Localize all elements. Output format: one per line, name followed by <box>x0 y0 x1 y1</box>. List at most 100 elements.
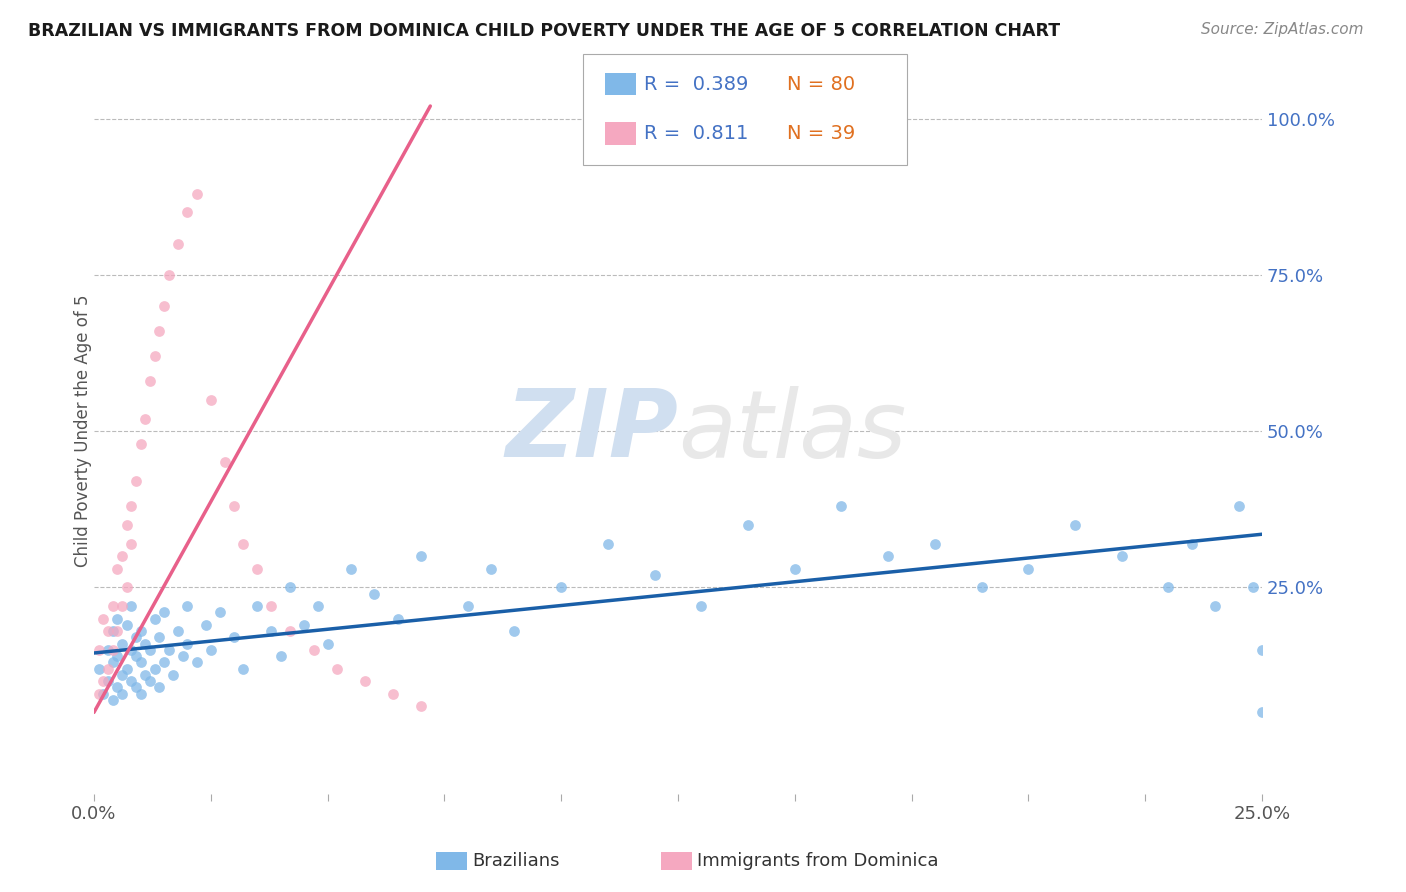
Point <box>139 674 162 689</box>
Point <box>134 668 156 682</box>
Point <box>143 662 166 676</box>
Point <box>105 561 128 575</box>
Point <box>129 656 152 670</box>
Point <box>148 631 170 645</box>
Text: R =  0.811: R = 0.811 <box>644 124 748 143</box>
Point <box>87 687 110 701</box>
Point <box>503 624 526 639</box>
Point <box>120 599 142 614</box>
Point <box>172 649 194 664</box>
Point <box>1227 499 1250 513</box>
Point <box>195 618 218 632</box>
Point <box>157 268 180 282</box>
Point <box>115 517 138 532</box>
Point <box>101 693 124 707</box>
Point <box>924 536 946 550</box>
Point <box>111 637 134 651</box>
Point <box>278 624 301 639</box>
Text: Immigrants from Dominica: Immigrants from Dominica <box>697 852 939 870</box>
Point <box>387 612 409 626</box>
Point <box>232 662 254 676</box>
Point <box>125 649 148 664</box>
Text: ZIP: ZIP <box>505 385 678 477</box>
Point <box>1204 599 1226 614</box>
Point <box>1111 549 1133 563</box>
Point <box>214 455 236 469</box>
Point <box>877 549 900 563</box>
Point <box>111 668 134 682</box>
Text: R =  0.389: R = 0.389 <box>644 75 748 94</box>
Point <box>105 612 128 626</box>
Point <box>302 643 325 657</box>
Point <box>129 436 152 450</box>
Point <box>97 643 120 657</box>
Point <box>783 561 806 575</box>
Point <box>134 637 156 651</box>
Point <box>644 567 666 582</box>
Point <box>354 674 377 689</box>
Point <box>409 699 432 714</box>
Point <box>115 580 138 594</box>
Point <box>143 612 166 626</box>
Point <box>115 662 138 676</box>
Point <box>139 374 162 388</box>
Point <box>162 668 184 682</box>
Point <box>1017 561 1039 575</box>
Point <box>260 599 283 614</box>
Point <box>101 599 124 614</box>
Point <box>176 599 198 614</box>
Point <box>91 612 114 626</box>
Point <box>550 580 572 594</box>
Point <box>139 643 162 657</box>
Point <box>148 681 170 695</box>
Point <box>209 606 232 620</box>
Point <box>200 392 222 407</box>
Point <box>87 662 110 676</box>
Point <box>186 186 208 201</box>
Point <box>326 662 349 676</box>
Point <box>111 687 134 701</box>
Point <box>830 499 852 513</box>
Point <box>120 499 142 513</box>
Point <box>316 637 339 651</box>
Point <box>200 643 222 657</box>
Point <box>157 643 180 657</box>
Point <box>409 549 432 563</box>
Point <box>153 299 176 313</box>
Point <box>148 324 170 338</box>
Point <box>120 643 142 657</box>
Point <box>307 599 329 614</box>
Point <box>115 618 138 632</box>
Point <box>111 549 134 563</box>
Text: N = 39: N = 39 <box>787 124 856 143</box>
Point <box>176 637 198 651</box>
Text: Brazilians: Brazilians <box>472 852 560 870</box>
Text: atlas: atlas <box>678 385 905 476</box>
Point <box>596 536 619 550</box>
Point <box>232 536 254 550</box>
Point <box>120 536 142 550</box>
Point <box>97 624 120 639</box>
Point <box>690 599 713 614</box>
Point <box>167 624 190 639</box>
Point <box>246 561 269 575</box>
Point <box>97 674 120 689</box>
Point <box>101 656 124 670</box>
Point <box>167 236 190 251</box>
Point <box>111 599 134 614</box>
Point <box>222 499 245 513</box>
Point <box>176 205 198 219</box>
Point <box>381 687 404 701</box>
Point <box>101 643 124 657</box>
Point <box>101 624 124 639</box>
Point <box>246 599 269 614</box>
Point <box>91 687 114 701</box>
Point <box>1251 643 1274 657</box>
Point <box>153 656 176 670</box>
Point <box>153 606 176 620</box>
Point <box>125 681 148 695</box>
Point <box>270 649 292 664</box>
Point <box>87 643 110 657</box>
Y-axis label: Child Poverty Under the Age of 5: Child Poverty Under the Age of 5 <box>75 295 91 567</box>
Point <box>125 631 148 645</box>
